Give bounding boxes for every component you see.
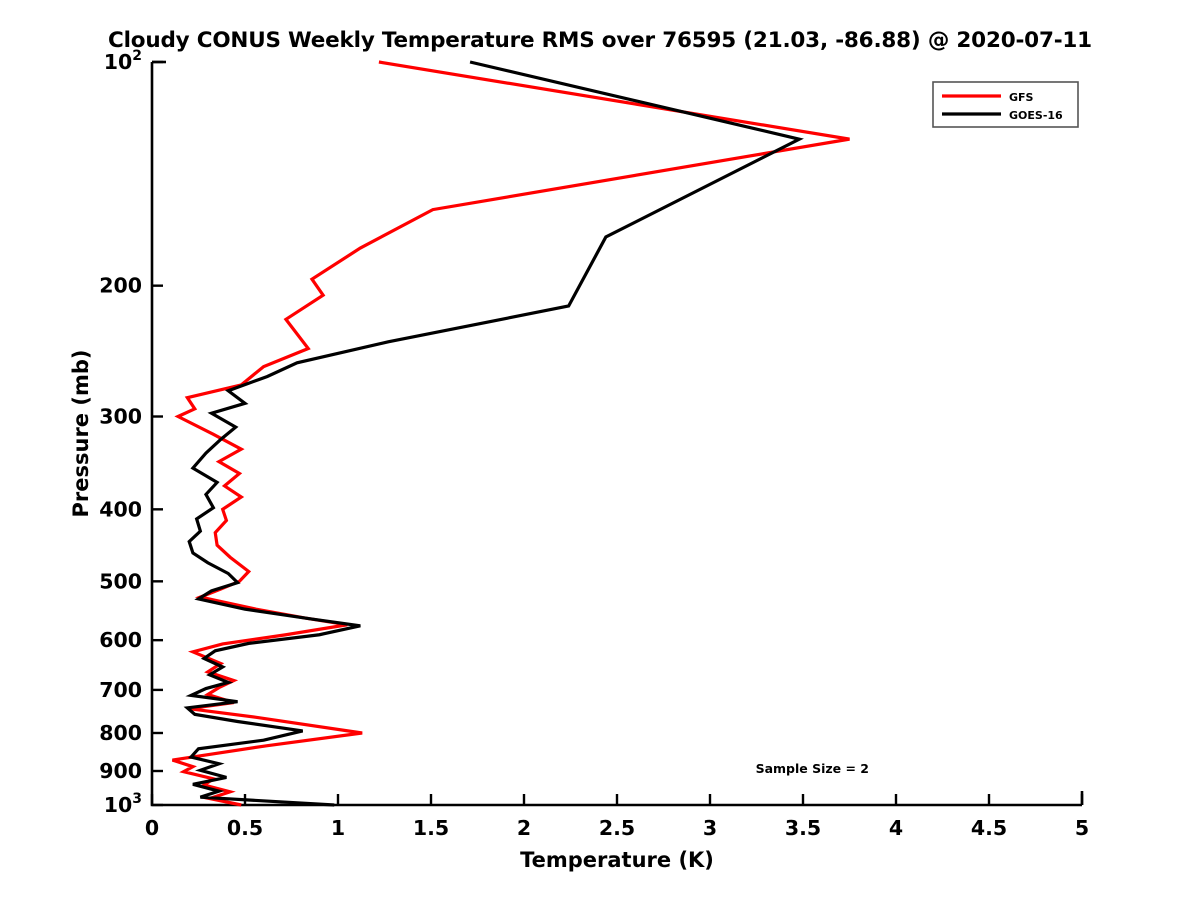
- legend-label-goes-16: GOES-16: [1009, 109, 1063, 122]
- legend-box: GFS GOES-16: [932, 81, 1079, 128]
- y-tick-label: 400: [99, 497, 142, 521]
- series-line-gfs: [171, 60, 850, 807]
- y-tick-label: 900: [99, 759, 142, 783]
- legend-label-gfs: GFS: [1009, 91, 1034, 104]
- x-tick-label: 3: [703, 816, 717, 840]
- x-tick-label: 2: [517, 816, 531, 840]
- legend-frame: [932, 81, 1079, 128]
- axes-group: 0 0.5 1 1.5 2 2.5 3 3.5 4 4.5 5 102 200 300 400 500 600 7…: [99, 48, 1089, 840]
- x-tick-label: 0: [145, 816, 159, 840]
- series-line-goes-16: [183, 60, 804, 807]
- y-tick-label: 102: [104, 48, 142, 74]
- x-tick-label: 4: [889, 816, 903, 840]
- y-tick-label: 500: [99, 569, 142, 593]
- x-tick-label: 4.5: [971, 816, 1007, 840]
- page-title: Cloudy CONUS Weekly Temperature RMS over…: [108, 28, 1092, 53]
- x-tick-label: 5: [1075, 816, 1089, 840]
- annotation-group: Sample Size = 2: [756, 761, 869, 776]
- y-tick-label: 103: [104, 791, 142, 817]
- x-tick-label: 0.5: [227, 816, 263, 840]
- x-tick-label: 2.5: [599, 816, 635, 840]
- y-tick-label: 300: [99, 405, 142, 429]
- series-group: [171, 60, 850, 807]
- x-tick-label: 1.5: [413, 816, 449, 840]
- x-tick-label: 1: [331, 816, 345, 840]
- x-tick-label: 3.5: [785, 816, 821, 840]
- axis-titles-group: Temperature (K) Pressure (mb): [69, 350, 714, 872]
- y-tick-label: 600: [99, 628, 142, 652]
- x-axis-title: Temperature (K): [520, 848, 714, 872]
- axis-frame: [150, 62, 1082, 807]
- sample-size-annotation: Sample Size = 2: [756, 761, 869, 776]
- y-tick-label: 700: [99, 678, 142, 702]
- y-axis-title: Pressure (mb): [69, 350, 93, 518]
- y-tick-label: 800: [99, 721, 142, 745]
- y-tick-label: 200: [99, 274, 142, 298]
